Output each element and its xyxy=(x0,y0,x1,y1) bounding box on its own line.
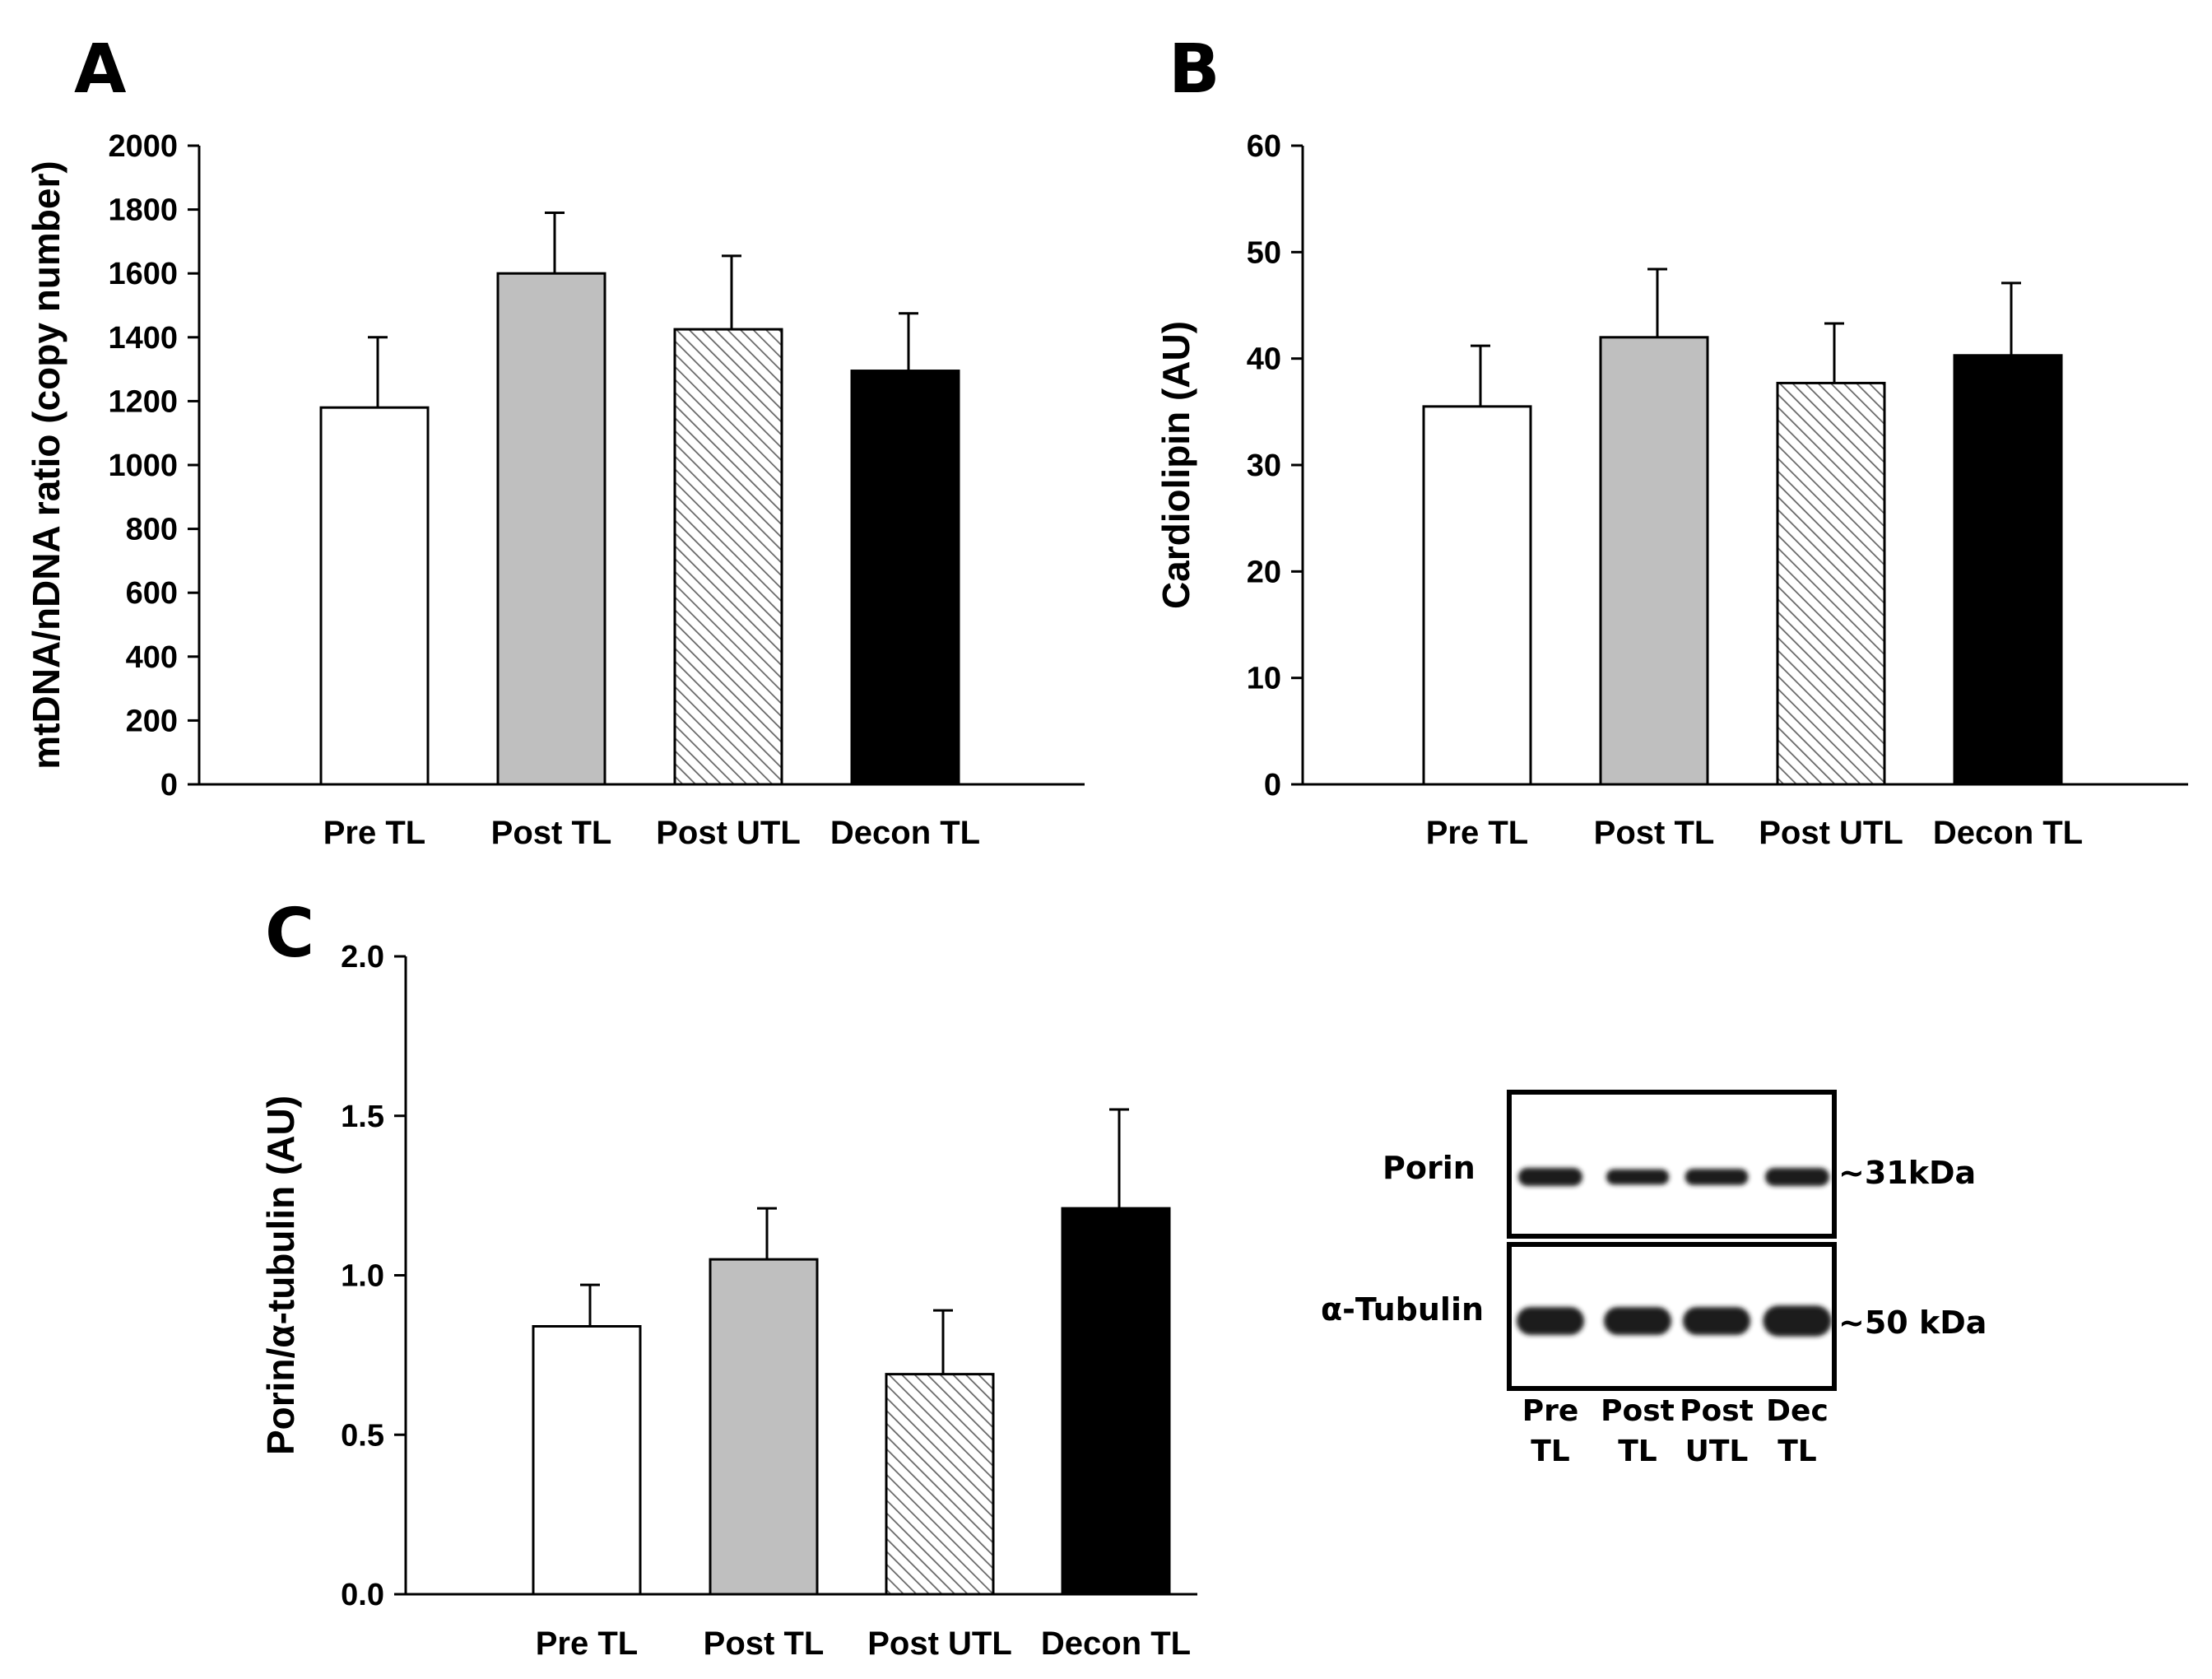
y-tick-label: 200 xyxy=(126,704,178,738)
panel-b-plot-area: 0 10 20 30 40 50 60 Pre TL Post TL Post UTL Decon … xyxy=(1247,129,2188,851)
blot-band xyxy=(1765,1168,1829,1186)
blot-tubulin-label: α-Tubulin xyxy=(1321,1291,1484,1328)
bar-post-tl xyxy=(496,272,606,786)
blot-lane-label: Dec xyxy=(1766,1394,1829,1428)
panel-c-plot-area: 0.0 0.5 1.0 1.5 2.0 Pre TL Post TL Post UTL Deco… xyxy=(341,940,1197,1662)
blot-lane-label: TL xyxy=(1618,1435,1657,1468)
y-tick-label: 20 xyxy=(1247,555,1281,589)
bar-post-tl xyxy=(709,1258,819,1596)
bar-pre-tl xyxy=(1422,405,1532,786)
panel-c-y-axis-label: Porin/α-tubulin (AU) xyxy=(259,1095,302,1455)
y-tick-label: 1.5 xyxy=(341,1100,384,1134)
panel-a-letter: A xyxy=(74,30,127,109)
y-tick-label: 60 xyxy=(1247,129,1281,164)
x-category-label: Post TL xyxy=(491,815,612,851)
blot-lane-labels: Pre TL Post TL Post UTL Dec TL xyxy=(1522,1394,1829,1468)
blot-porin-label: Porin xyxy=(1382,1150,1475,1186)
panel-c-letter: C xyxy=(265,895,314,973)
bar-pre-tl xyxy=(319,406,430,786)
bar-post-utl xyxy=(885,1373,995,1596)
bar-decon-tl xyxy=(1953,354,2063,786)
bar-post-tl xyxy=(1599,336,1709,786)
x-category-label: Post UTL xyxy=(656,815,801,851)
y-tick-label: 40 xyxy=(1247,342,1281,377)
x-category-label: Post UTL xyxy=(1759,815,1903,851)
y-tick-label: 1200 xyxy=(108,384,178,419)
blot-bands xyxy=(1517,1168,1832,1337)
y-tick-label: 0.0 xyxy=(341,1578,384,1612)
blot-lane-label: Post xyxy=(1680,1394,1754,1428)
y-tick-label: 600 xyxy=(126,576,178,611)
panel-b-y-axis-label: Cardiolipin (AU) xyxy=(1155,321,1197,609)
blot-band xyxy=(1517,1307,1584,1335)
blot-lane-label: Pre xyxy=(1522,1394,1579,1428)
y-tick-label: 10 xyxy=(1247,662,1281,696)
x-category-label: Post TL xyxy=(704,1626,825,1662)
blot-band xyxy=(1685,1169,1749,1185)
y-tick-label: 50 xyxy=(1247,235,1281,270)
panel-a-y-axis-label: mtDNA/nDNA ratio (copy number) xyxy=(25,160,67,769)
x-category-label: Decon TL xyxy=(1933,815,2083,851)
y-tick-label: 0 xyxy=(160,768,178,802)
blot-band xyxy=(1518,1168,1582,1186)
blot-porin-size: ~31kDa xyxy=(1838,1155,1976,1191)
blot-tubulin-size: ~50 kDa xyxy=(1838,1305,1987,1341)
y-tick-label: 1800 xyxy=(108,193,178,228)
blot-lane-label: UTL xyxy=(1685,1435,1749,1468)
panel-b-chart: B Cardiolipin (AU) 0 10 20 30 40 50 60 Pre TL Po… xyxy=(1155,30,2188,851)
x-category-label: Pre TL xyxy=(323,815,425,851)
panel-a-chart: A mtDNA/nDNA ratio (copy number) 0 200 400… xyxy=(25,30,1085,851)
y-tick-label: 1600 xyxy=(108,257,178,291)
y-tick-label: 1000 xyxy=(108,449,178,483)
y-tick-label: 1400 xyxy=(108,321,178,356)
blot-lane-label: TL xyxy=(1531,1435,1570,1468)
x-category-label: Post TL xyxy=(1594,815,1715,851)
y-tick-label: 0.5 xyxy=(341,1418,384,1453)
bar-decon-tl xyxy=(850,370,960,786)
bar-post-utl xyxy=(1776,381,1886,786)
y-tick-label: 2000 xyxy=(108,129,178,164)
y-tick-label: 0 xyxy=(1264,768,1281,802)
x-category-label: Pre TL xyxy=(536,1626,638,1662)
bar-pre-tl xyxy=(532,1325,642,1596)
bar-decon-tl xyxy=(1061,1207,1171,1596)
blot-lane-label: Post xyxy=(1601,1394,1675,1428)
x-category-label: Decon TL xyxy=(830,815,980,851)
bar-post-utl xyxy=(673,328,783,786)
x-category-label: Pre TL xyxy=(1426,815,1528,851)
blot-band xyxy=(1604,1307,1671,1335)
western-blot: Porin α-Tubulin ~31kDa ~50 kDa Pre TL Post… xyxy=(1321,1090,1987,1468)
blot-porin-frame xyxy=(1507,1090,1837,1239)
blot-band xyxy=(1606,1169,1670,1185)
y-tick-label: 30 xyxy=(1247,449,1281,483)
panel-c-chart: C Porin/α-tubulin (AU) 0.0 0.5 1.0 1.5 2.0 Pr… xyxy=(259,895,1197,1662)
x-category-label: Post UTL xyxy=(867,1626,1012,1662)
panel-a-plot-area: 0 200 400 600 800 1000 1200 1400 1600 1800 2000 Pre… xyxy=(108,129,1085,851)
panel-b-letter: B xyxy=(1169,30,1220,109)
blot-band xyxy=(1763,1305,1832,1337)
x-category-label: Decon TL xyxy=(1041,1626,1191,1662)
y-tick-label: 800 xyxy=(126,513,178,547)
y-tick-label: 400 xyxy=(126,640,178,675)
y-tick-label: 2.0 xyxy=(341,940,384,974)
y-tick-label: 1.0 xyxy=(341,1259,384,1294)
blot-lane-label: TL xyxy=(1778,1435,1817,1468)
blot-band xyxy=(1683,1307,1750,1335)
